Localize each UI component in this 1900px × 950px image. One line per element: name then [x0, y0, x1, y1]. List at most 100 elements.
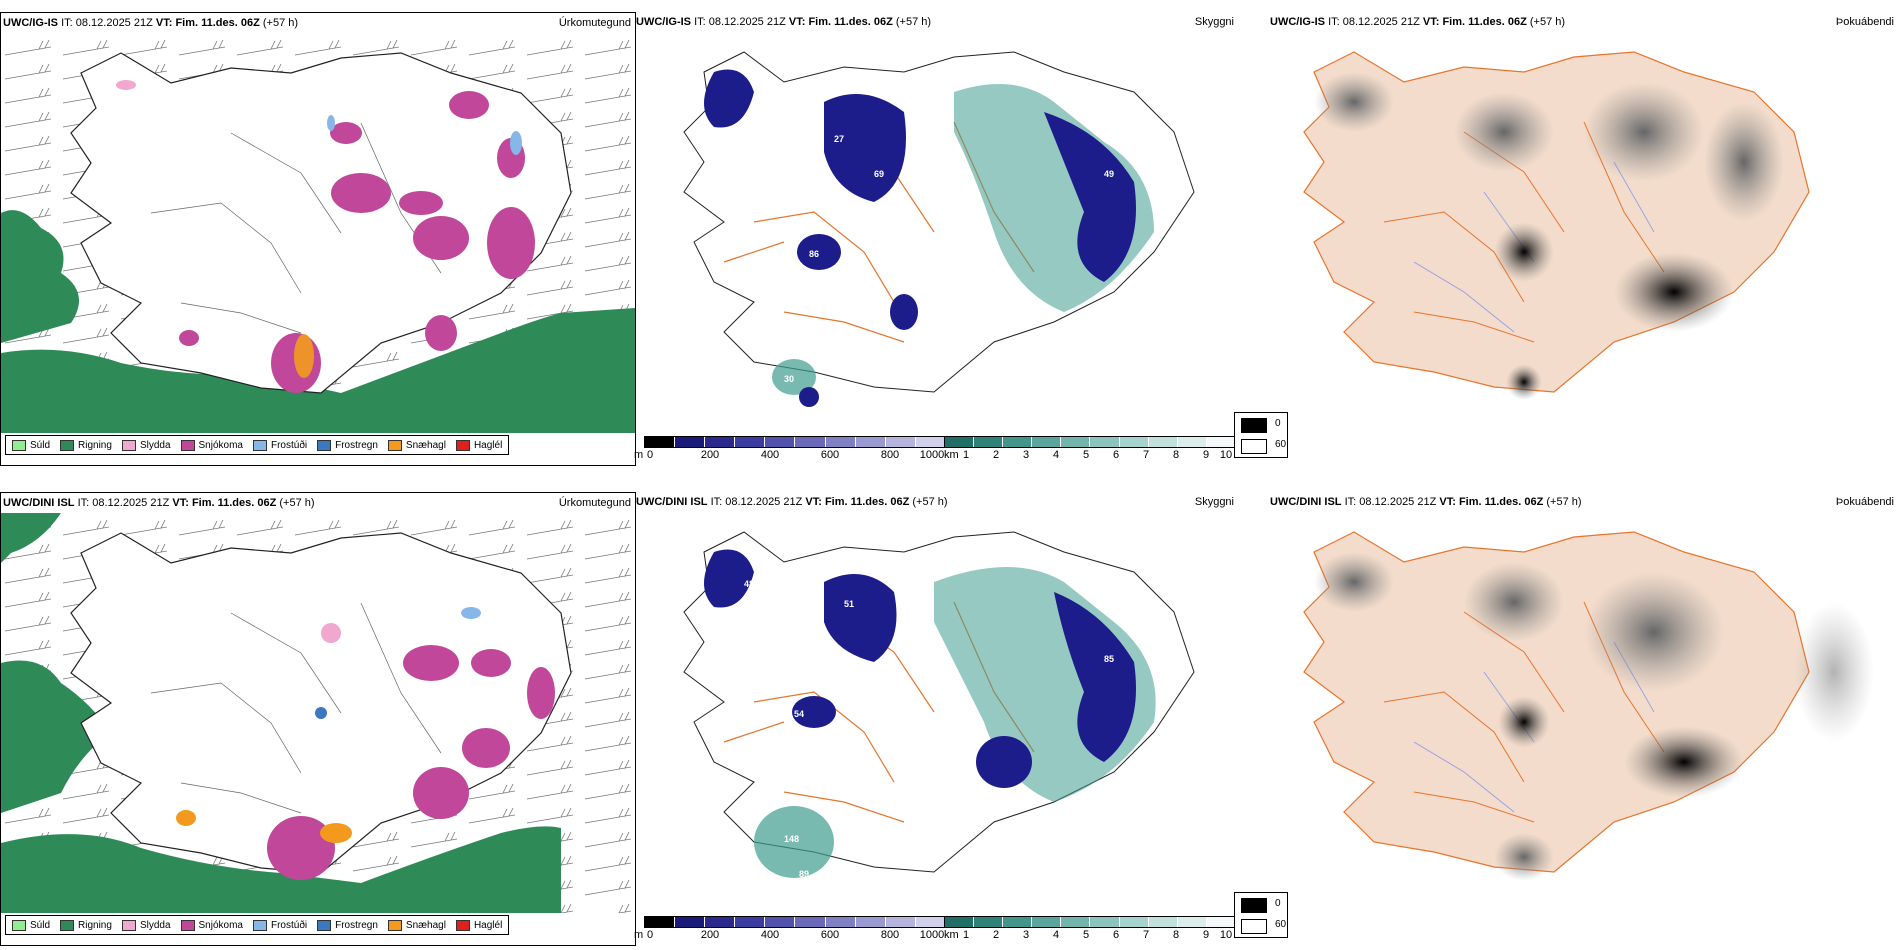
colorbar-segment: [915, 917, 945, 927]
colorbar-segment: [675, 437, 706, 447]
visibility-value: 49: [1104, 169, 1114, 179]
visibility-panel-row2: UWC/DINI ISL IT: 08.12.2025 21Z VT: Fim.…: [634, 492, 1234, 944]
panel-header: UWC/IG-IS IT: 08.12.2025 21Z VT: Fim. 11…: [636, 16, 932, 28]
fog-legend-swatch: [1241, 898, 1267, 913]
legend-item: Snæhagl: [387, 919, 446, 931]
legend-item: Súld: [12, 439, 50, 451]
fog-legend-label: 0: [1275, 898, 1281, 909]
colorbar-segment: [825, 917, 856, 927]
colorbar-segment: [765, 917, 796, 927]
visibility-panel-row1: UWC/IG-IS IT: 08.12.2025 21Z VT: Fim. 11…: [634, 12, 1234, 464]
tick-label: 400: [760, 929, 780, 941]
colorbar-segment: [1206, 437, 1234, 447]
legend-item: Súld: [12, 919, 50, 931]
tick-label: 2: [992, 449, 1000, 461]
height-colorbar: [644, 916, 946, 928]
fog-title: Þokuábendi: [1835, 496, 1894, 508]
tick-label: 4: [1052, 449, 1060, 461]
colorbar-segment: [1119, 917, 1149, 927]
visibility-unit: km: [944, 929, 959, 941]
precip-type-title: Úrkomutegund: [558, 497, 631, 509]
tick-label: 0: [646, 449, 654, 461]
panel-header: UWC/DINI ISL IT: 08.12.2025 21Z VT: Fim.…: [3, 497, 315, 509]
legend-swatch: [12, 439, 26, 451]
colorbar-segment: [1003, 437, 1033, 447]
legend-item: Haglél: [455, 439, 502, 451]
legend-swatch: [252, 919, 267, 931]
visibility-value: 89: [799, 869, 809, 879]
legend-item: Snjókoma: [180, 439, 243, 451]
legend-swatch: [60, 919, 75, 931]
legend-item: Rigning: [60, 919, 112, 931]
colorbar-segment: [1148, 917, 1178, 927]
tick-label: 10: [1219, 449, 1233, 461]
legend-item: Frostregn: [317, 919, 378, 931]
legend-item: Frostúði: [252, 439, 307, 451]
visibility-value: 30: [784, 374, 794, 384]
legend-swatch: [121, 439, 136, 451]
tick-label: 9: [1202, 449, 1210, 461]
tick-label: 6: [1112, 449, 1120, 461]
colorbar-segment: [855, 917, 886, 927]
visibility-map: 59 27 69 49 86 30: [683, 51, 1195, 407]
tick-label: 200: [700, 449, 720, 461]
visibility-value: 51: [844, 599, 854, 609]
colorbar-segment: [1061, 437, 1091, 447]
visibility-unit: km: [944, 449, 959, 461]
height-unit: m: [634, 449, 644, 461]
visibility-value: 69: [874, 169, 884, 179]
tick-label: 4: [1052, 929, 1060, 941]
fog-map: [1303, 51, 1810, 400]
precip-map: [1, 513, 635, 913]
tick-label: 1: [962, 929, 970, 941]
legend-swatch: [60, 439, 75, 451]
colorbar-segment: [675, 917, 706, 927]
colorbar-segment: [974, 437, 1004, 447]
fog-legend-swatch: [1241, 919, 1267, 934]
visibility-value: 86: [809, 249, 819, 259]
tick-label: 8: [1172, 929, 1180, 941]
tick-label: 1: [962, 449, 970, 461]
legend-item: Snjókoma: [180, 919, 243, 931]
colorbar-segment: [645, 917, 676, 927]
panel-header: UWC/IG-IS IT: 08.12.2025 21Z VT: Fim. 11…: [3, 17, 299, 29]
tick-label: 200: [700, 929, 720, 941]
colorbar-segment: [1032, 917, 1062, 927]
height-unit: m: [634, 929, 644, 941]
tick-label: 8: [1172, 449, 1180, 461]
colorbar-segment: [795, 437, 826, 447]
fog-map: [1303, 531, 1874, 881]
legend-item: Slydda: [121, 919, 171, 931]
legend-item: Haglél: [455, 919, 502, 931]
visibility-colorbar: [944, 916, 1234, 928]
legend-item: Frostúði: [252, 919, 307, 931]
colorbar-segment: [1090, 437, 1120, 447]
fog-legend-swatch: [1241, 418, 1267, 433]
legend-swatch: [387, 919, 402, 931]
legend-swatch: [455, 439, 470, 451]
tick-label: 2: [992, 929, 1000, 941]
tick-label: 0: [646, 929, 654, 941]
legend-swatch: [121, 919, 136, 931]
tick-label: 1000: [919, 449, 945, 461]
tick-label: 400: [760, 449, 780, 461]
fog-panel-row1: UWC/IG-IS IT: 08.12.2025 21Z VT: Fim. 11…: [1234, 12, 1900, 464]
visibility-value: 59: [754, 94, 764, 104]
tick-label: 3: [1022, 449, 1030, 461]
tick-label: 5: [1082, 449, 1090, 461]
fog-legend-label: 60: [1275, 919, 1287, 930]
tick-label: 7: [1142, 929, 1150, 941]
legend-swatch: [317, 439, 332, 451]
visibility-value: 27: [834, 134, 844, 144]
fog-legend: 0 60: [1234, 892, 1288, 938]
legend-item: Rigning: [60, 439, 112, 451]
panel-header: UWC/IG-IS IT: 08.12.2025 21Z VT: Fim. 11…: [1270, 16, 1566, 28]
precip-map: [1, 33, 635, 433]
tick-label: 800: [880, 929, 900, 941]
tick-label: 800: [880, 449, 900, 461]
colorbar-segment: [705, 917, 736, 927]
visibility-title: Skyggni: [1194, 16, 1234, 28]
colorbar-segment: [825, 437, 856, 447]
fog-legend-swatch: [1241, 439, 1267, 454]
fog-panel-row2: UWC/DINI ISL IT: 08.12.2025 21Z VT: Fim.…: [1234, 492, 1900, 944]
